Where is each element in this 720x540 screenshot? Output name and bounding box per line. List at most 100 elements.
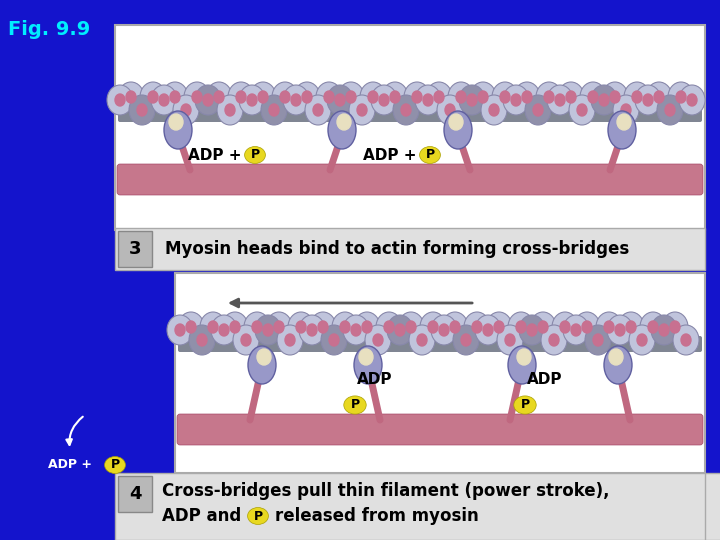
FancyBboxPatch shape (115, 473, 705, 540)
Ellipse shape (511, 94, 521, 106)
Ellipse shape (214, 91, 224, 103)
Ellipse shape (288, 312, 314, 342)
Ellipse shape (629, 325, 655, 355)
Ellipse shape (668, 82, 694, 112)
Ellipse shape (277, 325, 303, 355)
Ellipse shape (566, 91, 576, 103)
Ellipse shape (248, 508, 269, 524)
Ellipse shape (470, 82, 496, 112)
Ellipse shape (206, 82, 232, 112)
Ellipse shape (151, 85, 177, 115)
Ellipse shape (266, 312, 292, 342)
Ellipse shape (359, 349, 373, 365)
Ellipse shape (283, 85, 309, 115)
Ellipse shape (401, 104, 411, 116)
Ellipse shape (541, 325, 567, 355)
FancyBboxPatch shape (115, 228, 705, 270)
Ellipse shape (302, 91, 312, 103)
Ellipse shape (503, 85, 529, 115)
Ellipse shape (591, 85, 617, 115)
Ellipse shape (208, 321, 218, 333)
Ellipse shape (299, 315, 325, 345)
Ellipse shape (261, 95, 287, 125)
Ellipse shape (681, 334, 691, 346)
Ellipse shape (316, 82, 342, 112)
Ellipse shape (387, 315, 413, 345)
Ellipse shape (444, 111, 472, 149)
Ellipse shape (574, 312, 600, 342)
Ellipse shape (659, 324, 669, 336)
Ellipse shape (637, 334, 647, 346)
Ellipse shape (307, 324, 317, 336)
Ellipse shape (233, 325, 259, 355)
Ellipse shape (478, 91, 488, 103)
Ellipse shape (497, 325, 523, 355)
Ellipse shape (426, 82, 452, 112)
Ellipse shape (164, 111, 192, 149)
Ellipse shape (257, 349, 271, 365)
Ellipse shape (239, 85, 265, 115)
Ellipse shape (442, 312, 468, 342)
Ellipse shape (296, 321, 306, 333)
Ellipse shape (428, 321, 438, 333)
Ellipse shape (494, 321, 504, 333)
Text: ADP +: ADP + (188, 147, 242, 163)
Ellipse shape (247, 94, 257, 106)
Ellipse shape (140, 82, 166, 112)
Ellipse shape (453, 325, 479, 355)
Ellipse shape (500, 91, 510, 103)
Ellipse shape (412, 91, 422, 103)
Ellipse shape (219, 324, 229, 336)
Ellipse shape (558, 82, 584, 112)
Text: P: P (426, 148, 435, 161)
Ellipse shape (263, 324, 273, 336)
Ellipse shape (200, 312, 226, 342)
Ellipse shape (203, 94, 213, 106)
Ellipse shape (376, 312, 402, 342)
Ellipse shape (483, 324, 493, 336)
Ellipse shape (670, 321, 680, 333)
Ellipse shape (519, 315, 545, 345)
Ellipse shape (313, 104, 323, 116)
Ellipse shape (481, 95, 507, 125)
FancyBboxPatch shape (118, 231, 152, 267)
Ellipse shape (525, 95, 551, 125)
Ellipse shape (617, 114, 631, 130)
Text: P: P (521, 399, 530, 411)
Ellipse shape (371, 85, 397, 115)
Text: ADP +: ADP + (48, 458, 92, 471)
Text: Cross-bridges pull thin filament (power stroke),: Cross-bridges pull thin filament (power … (162, 482, 610, 500)
Ellipse shape (159, 94, 169, 106)
Ellipse shape (475, 315, 501, 345)
Ellipse shape (274, 321, 284, 333)
Ellipse shape (654, 91, 664, 103)
Text: ADP: ADP (357, 373, 392, 388)
Ellipse shape (409, 325, 435, 355)
Ellipse shape (250, 82, 276, 112)
Ellipse shape (599, 94, 609, 106)
Ellipse shape (508, 346, 536, 384)
Ellipse shape (195, 85, 221, 115)
Ellipse shape (560, 321, 570, 333)
Ellipse shape (577, 104, 587, 116)
Ellipse shape (585, 325, 611, 355)
FancyBboxPatch shape (117, 164, 703, 195)
Ellipse shape (514, 396, 536, 414)
Ellipse shape (126, 91, 136, 103)
Ellipse shape (651, 315, 677, 345)
Ellipse shape (508, 312, 534, 342)
Ellipse shape (618, 312, 644, 342)
Ellipse shape (439, 324, 449, 336)
Ellipse shape (217, 95, 243, 125)
Ellipse shape (186, 321, 196, 333)
Ellipse shape (492, 82, 518, 112)
Ellipse shape (486, 312, 512, 342)
Ellipse shape (291, 94, 301, 106)
Ellipse shape (632, 91, 642, 103)
Ellipse shape (516, 321, 526, 333)
Ellipse shape (420, 312, 446, 342)
Ellipse shape (533, 104, 543, 116)
Ellipse shape (415, 85, 441, 115)
Ellipse shape (390, 91, 400, 103)
Ellipse shape (431, 315, 457, 345)
